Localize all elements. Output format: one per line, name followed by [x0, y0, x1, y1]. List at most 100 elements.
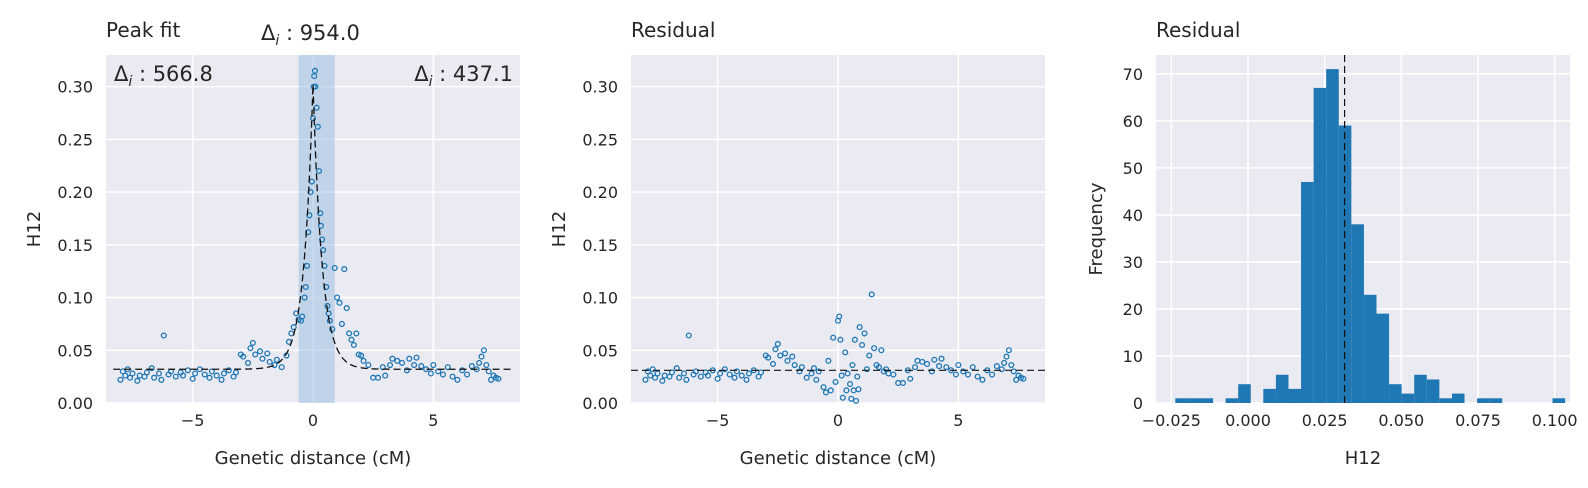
- residual-histogram-y-tick-label: 70: [1123, 65, 1143, 84]
- data-point: [875, 364, 882, 371]
- data-point: [358, 352, 365, 359]
- data-point: [784, 357, 791, 364]
- data-point: [158, 376, 165, 383]
- residual-scatter-y-tick-label: 0.05: [582, 341, 618, 360]
- peak-fit-title: Peak fit: [106, 18, 180, 42]
- peak-fit-x-tick-label: 5: [428, 411, 438, 430]
- data-point: [936, 363, 943, 370]
- data-point: [757, 369, 765, 376]
- residual-scatter-x-tick-label: 5: [953, 411, 963, 430]
- peak-fit-x-tick-label: −5: [181, 411, 205, 430]
- data-point: [849, 361, 856, 369]
- residual-histogram-x-tick-label: 0.075: [1455, 411, 1501, 430]
- data-point: [386, 361, 394, 369]
- data-point: [676, 374, 683, 381]
- peak-fit-y-tick-label: 0.15: [57, 236, 93, 255]
- data-point: [866, 352, 873, 359]
- data-point: [1003, 353, 1010, 360]
- data-point: [772, 346, 779, 353]
- data-point: [743, 376, 750, 383]
- data-point: [320, 247, 327, 254]
- residual-scatter-y-axis-label: H12: [549, 211, 570, 247]
- data-point: [213, 372, 220, 379]
- data-point: [302, 283, 309, 291]
- data-point: [825, 357, 832, 364]
- residual-histogram-x-tick-label: 0.050: [1378, 411, 1424, 430]
- data-point: [478, 353, 485, 360]
- data-point: [838, 372, 845, 379]
- peak-fit-y-tick-label: 0.05: [57, 341, 93, 360]
- data-point: [931, 356, 938, 363]
- data-point: [907, 375, 914, 382]
- residual-scatter-title: Residual: [631, 18, 715, 42]
- histogram-bar: [1477, 398, 1490, 403]
- data-point: [290, 324, 297, 331]
- peak-fit-y-axis-label: H12: [24, 211, 45, 247]
- residual-scatter-y-tick-label: 0.00: [582, 394, 618, 413]
- histogram-bar: [1439, 398, 1452, 403]
- data-point: [399, 359, 406, 366]
- data-point: [271, 361, 278, 369]
- data-point: [855, 386, 862, 393]
- data-point: [336, 299, 343, 306]
- data-point: [495, 375, 502, 382]
- data-point: [890, 371, 897, 378]
- data-point: [837, 336, 844, 343]
- data-point: [820, 384, 827, 391]
- data-point: [301, 294, 308, 301]
- data-point: [252, 351, 259, 358]
- data-point: [129, 370, 136, 377]
- data-point: [680, 370, 688, 377]
- data-point: [714, 375, 721, 382]
- data-point: [430, 361, 437, 369]
- peak-fit-y-tick-label: 0.30: [57, 78, 93, 97]
- histogram-bar: [1187, 398, 1201, 403]
- peak-fit-y-tick-label: 0.10: [57, 289, 93, 308]
- data-point: [726, 371, 733, 378]
- residual-scatter-panel: −5 0 5 0.00 0.05 0.10 0.15 0.20 0.25 0.30 Residu…: [549, 18, 1045, 469]
- residual-histogram-x-tick-label: 0.100: [1532, 411, 1578, 430]
- data-point: [413, 354, 420, 361]
- residual-histogram-y-tick-label: 20: [1123, 300, 1143, 319]
- data-point: [777, 352, 784, 359]
- data-point: [1008, 361, 1015, 369]
- data-point: [733, 368, 740, 375]
- peak-region-span: [298, 55, 335, 403]
- data-point: [480, 347, 487, 354]
- histogram-bar: [1225, 398, 1239, 403]
- annotation-right-delta: Δi : 437.1: [414, 62, 513, 90]
- data-point: [924, 360, 931, 368]
- data-point: [928, 368, 935, 375]
- data-point: [993, 363, 1000, 370]
- data-point: [244, 359, 252, 366]
- data-point: [201, 371, 208, 378]
- data-point: [791, 361, 798, 369]
- data-point: [683, 376, 690, 383]
- data-point: [827, 387, 834, 394]
- data-point: [148, 365, 155, 372]
- data-point: [225, 367, 232, 374]
- data-point: [315, 167, 323, 175]
- data-point: [353, 330, 360, 337]
- data-point: [382, 372, 389, 379]
- peak-fit-panel: −5 0 5 0.00 0.05 0.10 0.15 0.20 0.25 0.30 Peak f…: [24, 18, 520, 469]
- residual-histogram-x-tick-label: 0.025: [1302, 411, 1348, 430]
- histogram-bar: [1376, 313, 1390, 403]
- data-point: [964, 371, 972, 378]
- data-point: [266, 358, 273, 365]
- data-point: [848, 395, 855, 402]
- data-point: [338, 320, 345, 327]
- data-point: [745, 370, 752, 377]
- data-point: [974, 373, 981, 380]
- histogram-bar: [1275, 374, 1289, 403]
- data-point: [259, 355, 266, 362]
- histogram-bar: [1263, 388, 1276, 403]
- data-point: [654, 370, 661, 377]
- data-point: [988, 371, 996, 378]
- residual-histogram-y-tick-label: 50: [1123, 159, 1143, 178]
- data-point: [861, 330, 868, 337]
- data-point: [411, 361, 418, 369]
- data-point: [851, 336, 858, 343]
- residual-scatter-x-axis-label: Genetic distance (cM): [740, 448, 937, 469]
- data-point: [832, 378, 839, 385]
